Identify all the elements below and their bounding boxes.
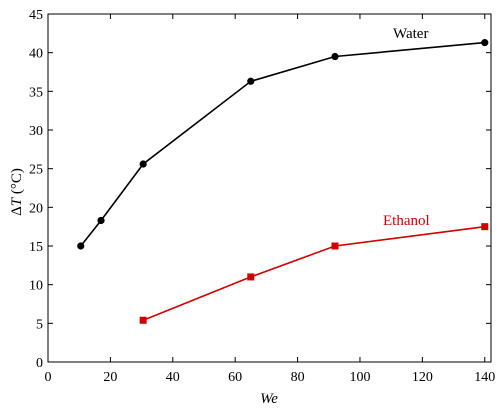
x-tick-label: 60 bbox=[228, 370, 242, 385]
x-tick-label: 0 bbox=[45, 370, 52, 385]
series-layer bbox=[77, 39, 489, 324]
x-tick-label: 100 bbox=[349, 370, 370, 385]
x-tick-label: 20 bbox=[103, 370, 117, 385]
y-tick-label: 30 bbox=[29, 124, 43, 139]
plot-frame bbox=[47, 13, 492, 363]
x-tick-label: 120 bbox=[412, 370, 433, 385]
data-point-ethanol bbox=[247, 273, 255, 281]
x-axis-label: We bbox=[260, 391, 278, 407]
y-tick-label: 20 bbox=[29, 201, 43, 216]
data-point-ethanol bbox=[481, 223, 489, 231]
x-axis-ticks: 0 20 40 60 80 100 120 140 bbox=[45, 14, 495, 385]
y-tick-label: 35 bbox=[29, 85, 43, 100]
data-point-water bbox=[139, 160, 147, 168]
y-tick-label: 5 bbox=[36, 317, 43, 332]
y-tick-label: 15 bbox=[29, 240, 43, 255]
y-axis-label: ΔT (°C) bbox=[9, 168, 25, 216]
series-line-water bbox=[80, 41, 485, 247]
x-tick-label: 40 bbox=[166, 370, 180, 385]
x-tick-label: 140 bbox=[474, 370, 495, 385]
x-tick-label: 80 bbox=[291, 370, 305, 385]
y-axis-label-unit: (°C) bbox=[9, 168, 25, 198]
data-point-water bbox=[247, 77, 255, 85]
y-tick-label: 25 bbox=[29, 163, 43, 178]
y-tick-label: 10 bbox=[29, 279, 43, 294]
series-label-water: Water bbox=[393, 26, 428, 42]
plot-area bbox=[47, 13, 492, 363]
data-point-water bbox=[481, 39, 489, 47]
y-axis-label-var: T bbox=[9, 196, 25, 206]
data-point-water bbox=[331, 52, 339, 61]
data-point-ethanol bbox=[139, 316, 147, 324]
series-label-ethanol: Ethanol bbox=[383, 213, 430, 229]
series-water bbox=[77, 39, 489, 250]
y-axis-ticks: 0 5 10 15 20 25 30 35 40 45 bbox=[29, 8, 491, 371]
series-line-ethanol bbox=[142, 225, 485, 321]
y-axis-label-delta: Δ bbox=[9, 206, 25, 216]
y-tick-label: 40 bbox=[29, 47, 43, 62]
y-tick-label: 45 bbox=[29, 8, 43, 23]
data-point-water bbox=[97, 216, 105, 225]
series-ethanol bbox=[139, 223, 489, 324]
y-tick-label: 0 bbox=[36, 356, 43, 371]
data-point-water bbox=[77, 242, 85, 250]
data-point-ethanol bbox=[331, 242, 339, 250]
